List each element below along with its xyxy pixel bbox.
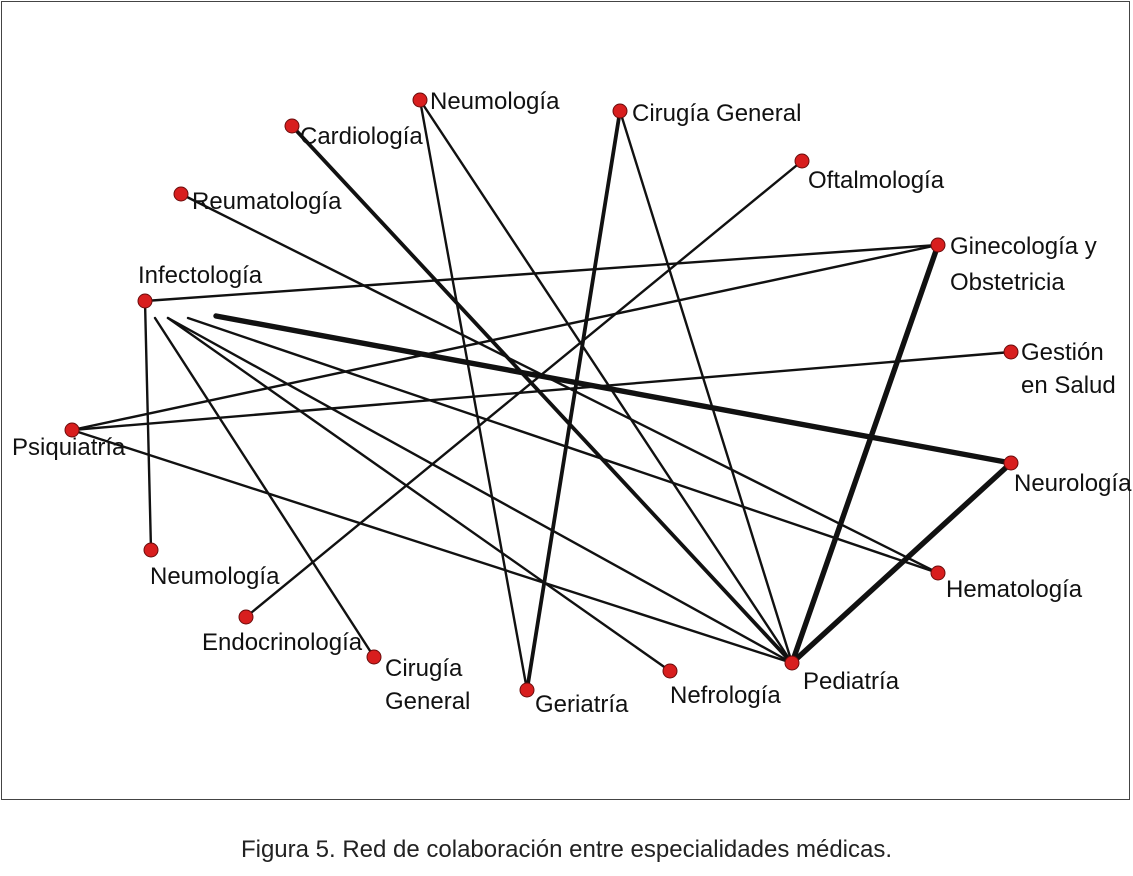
node-label-line: Oftalmología <box>808 167 945 194</box>
edge-cirugia-general-top-pediatria <box>618 109 794 665</box>
node-label-endocrinologia: Endocrinología <box>202 629 363 656</box>
nodes-layer <box>64 92 1019 698</box>
edge-neumologia-top-pediatria <box>418 98 794 665</box>
node-label-line: Hematología <box>946 576 1083 603</box>
node-label-line: Psiquiatría <box>12 434 126 461</box>
edge-psiquiatria-gestion <box>70 350 1013 432</box>
edge-neumologia-top-geriatria <box>418 98 529 692</box>
node-label-line: General <box>385 688 470 715</box>
edge-infectologia-neurologia <box>213 313 1014 466</box>
node-nefrologia <box>662 663 678 679</box>
node-label-line: Infectología <box>138 262 263 289</box>
node-label-cardiologia: Cardiología <box>300 123 423 150</box>
edge-infectologia-pediatria <box>166 316 794 665</box>
node-infectologia <box>137 293 153 309</box>
edges-layer <box>70 98 1014 692</box>
node-cirugia-general-top <box>612 103 628 119</box>
node-label-line: Pediatría <box>803 668 900 695</box>
node-label-line: Geriatría <box>535 691 629 718</box>
node-endocrinologia <box>238 609 254 625</box>
node-ginecologia <box>930 237 946 253</box>
edge-cirugia-general-top-geriatria <box>525 109 622 692</box>
node-label-cirugia-general-bottom: Cirugía General <box>385 655 470 715</box>
node-label-cirugia-general-top: Cirugía General <box>632 100 801 127</box>
edge-oftalmologia-endocrinologia <box>244 159 804 619</box>
node-psiquiatria <box>64 422 80 438</box>
node-reumatologia <box>173 186 189 202</box>
node-label-hematologia: Hematología <box>946 576 1083 603</box>
node-label-line: Cirugía <box>385 655 463 682</box>
node-label-geriatria: Geriatría <box>535 691 629 718</box>
node-label-ginecologia: Ginecología y Obstetricia <box>950 233 1097 296</box>
node-label-line: Gestión <box>1021 339 1104 366</box>
node-label-reumatologia: Reumatología <box>192 188 342 215</box>
node-hematologia <box>930 565 946 581</box>
node-pediatria <box>784 655 800 671</box>
node-label-neurologia: Neurología <box>1014 470 1132 497</box>
edge-infectologia-nefrologia <box>166 316 672 673</box>
node-label-neumologia-top: Neumología <box>430 88 560 115</box>
node-label-line: Neumología <box>430 88 560 115</box>
labels-layer: Neumología Cardiología Cirugía General Ofta… <box>12 88 1132 718</box>
figure-caption: Figura 5. Red de colaboración entre espe… <box>240 836 893 863</box>
node-label-line: en Salud <box>1021 372 1116 399</box>
node-label-pediatria: Pediatría <box>803 668 900 695</box>
node-label-line: Cirugía General <box>632 100 801 127</box>
node-label-line: Reumatología <box>192 188 342 215</box>
node-gestion <box>1003 344 1019 360</box>
figure-frame <box>1 1 1130 800</box>
node-label-line: Obstetricia <box>950 269 1065 296</box>
node-cirugia-general-bottom <box>366 649 382 665</box>
node-label-line: Neurología <box>1014 470 1132 497</box>
node-label-infectologia: Infectología <box>138 262 263 289</box>
node-label-line: Cardiología <box>300 123 423 150</box>
node-label-line: Neumología <box>150 563 280 590</box>
node-label-neumologia-bottom: Neumología <box>150 563 280 590</box>
node-label-psiquiatria: Psiquiatría <box>12 434 126 461</box>
node-neumologia-bottom <box>143 542 159 558</box>
edge-cardiologia-pediatria <box>290 124 794 665</box>
node-label-nefrologia: Nefrología <box>670 682 781 709</box>
edge-infectologia-ginecologia <box>143 243 940 303</box>
edge-reumatologia-hematologia <box>179 192 940 575</box>
node-label-oftalmologia: Oftalmología <box>808 167 945 194</box>
edge-psiquiatria-pediatria <box>70 428 794 665</box>
node-label-line: Endocrinología <box>202 629 363 656</box>
node-oftalmologia <box>794 153 810 169</box>
node-label-gestion: Gestión en Salud <box>1021 339 1116 399</box>
node-neumologia-top <box>412 92 428 108</box>
edge-ginecologia-pediatria <box>789 242 941 666</box>
edge-infectologia-neumologia-bottom <box>143 299 153 552</box>
node-geriatria <box>519 682 535 698</box>
node-label-line: Ginecología y <box>950 233 1097 260</box>
node-neurologia <box>1003 455 1019 471</box>
edge-neurologia-pediatria <box>789 460 1014 666</box>
node-label-line: Nefrología <box>670 682 781 709</box>
edge-infectologia-hematologia <box>186 316 940 575</box>
node-cardiologia <box>284 118 300 134</box>
edge-infectologia-cirugia-general-bottom <box>153 316 376 659</box>
edge-psiquiatria-ginecologia <box>70 243 940 432</box>
